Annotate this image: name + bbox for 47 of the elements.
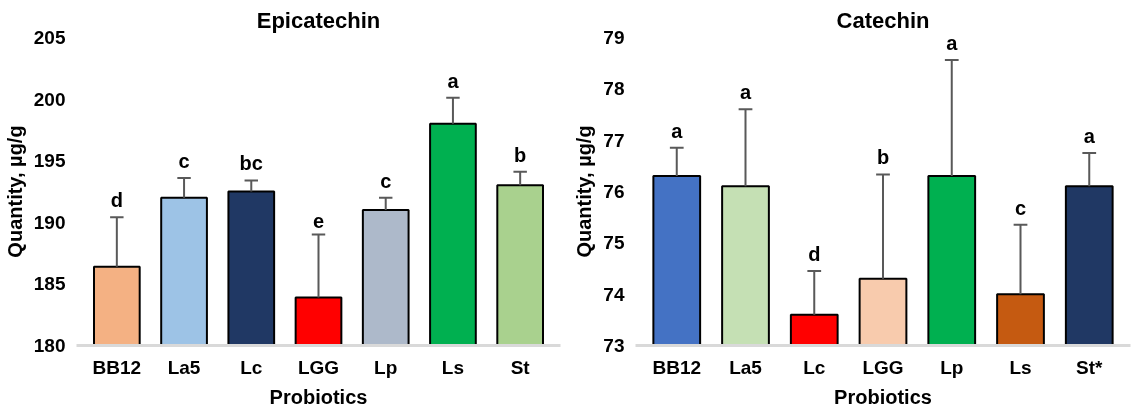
annotation: e: [312, 210, 325, 233]
annotation: a: [946, 31, 959, 54]
y-axis-title: Quantity, µg/g: [3, 125, 26, 258]
x-tick-label: LGG: [297, 356, 340, 378]
x-tick-label: La5: [729, 356, 763, 378]
x-tick-label: La5: [167, 356, 201, 378]
y-tick-label: 78: [603, 78, 625, 100]
x-tick-label: Ls: [441, 356, 465, 378]
annotation: d: [110, 189, 123, 212]
y-tick-label: 200: [33, 88, 66, 110]
y-tick-label: 205: [33, 27, 66, 48]
y-axis-title: Quantity, µg/g: [573, 125, 596, 258]
y-tick-label: 180: [33, 335, 66, 356]
x-tick-label: St: [510, 356, 531, 378]
annotation: a: [1083, 124, 1096, 147]
y-tick-label: 190: [33, 211, 66, 233]
chart-title: Epicatechin: [256, 7, 381, 33]
x-tick-label: Lp: [374, 356, 398, 378]
annotation: a: [739, 81, 752, 104]
x-tick-label: LGG: [862, 356, 904, 378]
y-tick-label: 79: [603, 27, 625, 48]
x-axis-title: Probiotics: [834, 385, 932, 408]
annotation: c: [380, 169, 392, 192]
y-tick-label: 76: [603, 181, 625, 202]
x-tick-label: St*: [1076, 356, 1104, 378]
y-tick-label: 73: [603, 335, 625, 356]
annotation: a: [447, 69, 460, 92]
x-tick-label: BB12: [652, 356, 702, 378]
annotation: c: [178, 149, 190, 172]
y-tick-label: 77: [603, 129, 625, 151]
x-axis-title: Probiotics: [269, 385, 368, 408]
annotation: bc: [239, 152, 263, 175]
annotation: d: [808, 242, 821, 265]
annotation: b: [876, 146, 890, 169]
y-tick-label: 74: [603, 283, 625, 305]
chart-title: Catechin: [836, 7, 930, 33]
y-tick-label: 75: [603, 232, 625, 254]
x-tick-label: BB12: [92, 356, 142, 378]
x-tick-label: Ls: [1009, 356, 1032, 378]
x-tick-label: Lp: [940, 356, 964, 378]
annotation: a: [671, 119, 684, 142]
x-tick-label: Lc: [803, 356, 826, 378]
y-tick-label: 185: [33, 273, 66, 295]
y-tick-label: 195: [33, 150, 66, 172]
x-tick-label: Lc: [240, 356, 263, 378]
annotation: c: [1014, 196, 1027, 219]
annotation: b: [514, 143, 527, 166]
